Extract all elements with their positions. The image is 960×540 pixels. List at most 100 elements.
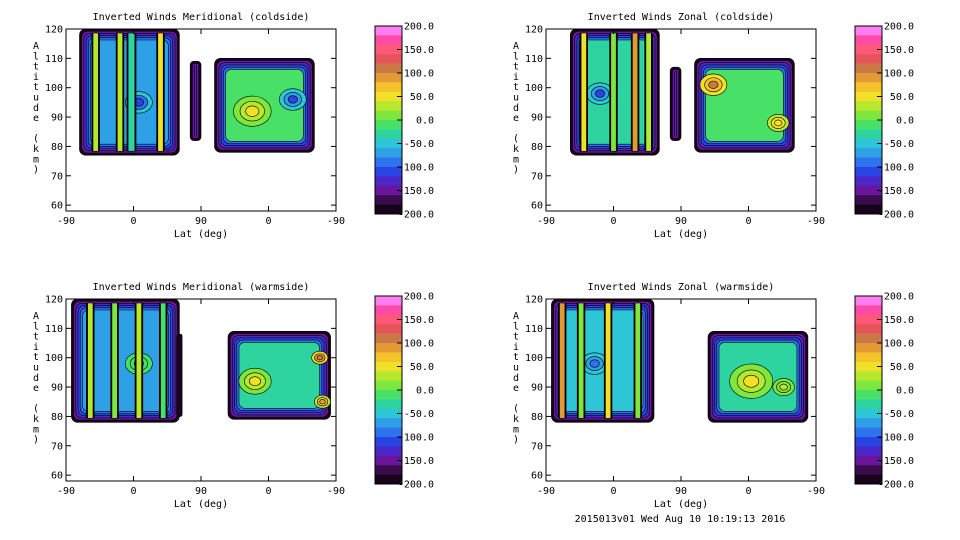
colorbar-segment — [375, 44, 402, 55]
contour-blob-2-level-3 — [249, 376, 261, 387]
colorbar-segment — [375, 120, 402, 130]
colorbar-segment — [855, 120, 882, 130]
chart-panel-3: Inverted Winds Meridional (warmside) 60 70… — [33, 282, 434, 510]
y-tick-label: 80 — [51, 142, 63, 153]
chart-title: Inverted Winds Meridional (warmside) — [93, 282, 310, 293]
colorbar-segment — [855, 138, 882, 149]
y-tick-label: 120 — [525, 295, 543, 306]
colorbar-tick-label: -150.0 — [878, 456, 914, 467]
x-tick-label: -90 — [57, 486, 75, 497]
colorbar-segment — [855, 427, 882, 438]
contour-region-2-band-3 — [194, 65, 197, 137]
colorbar-segment — [855, 408, 882, 419]
colorbar-segment — [855, 82, 882, 93]
colorbar-segment — [855, 446, 882, 457]
y-tick-label: 100 — [45, 353, 63, 364]
colorbar-segment — [855, 314, 882, 325]
colorbar-tick-label: 100.0 — [884, 339, 914, 350]
contour-stripe-1 — [559, 302, 566, 419]
colorbar-tick-label: -150.0 — [398, 186, 434, 197]
colorbar-segment — [855, 91, 882, 102]
x-axis-label: Lat (deg) — [654, 229, 708, 240]
y-tick-label: 90 — [51, 383, 63, 394]
contour-region-2-band-2 — [178, 336, 181, 415]
plot-area — [71, 299, 331, 423]
colorbar-segment — [375, 380, 402, 391]
y-tick-label: 80 — [531, 142, 543, 153]
x-tick-label: 0 — [610, 216, 616, 227]
colorbar-tick-label: 0.0 — [896, 116, 914, 127]
colorbar-segment — [855, 305, 882, 316]
colorbar-segment — [375, 54, 402, 65]
colorbar-segment — [855, 185, 882, 196]
colorbar-segment — [375, 343, 402, 353]
y-tick-label: 80 — [51, 412, 63, 423]
contour-stripe-3 — [135, 302, 142, 419]
colorbar-segment — [855, 129, 882, 140]
colorbar-tick-label: 150.0 — [404, 45, 434, 56]
contour-blob-3-level-3 — [774, 119, 783, 127]
colorbar-segment — [375, 446, 402, 457]
y-tick-label: 70 — [51, 171, 63, 182]
colorbar-segment — [855, 35, 882, 46]
contour-stripe-1 — [92, 32, 99, 152]
colorbar-segment — [375, 408, 402, 419]
footer-timestamp: 2015013v01 Wed Aug 10 10:19:13 2016 — [574, 514, 786, 525]
colorbar-segment — [375, 26, 402, 36]
colorbar-segment — [375, 129, 402, 140]
colorbar-segment — [375, 63, 402, 74]
colorbar-tick-label: -50.0 — [404, 139, 434, 150]
x-tick-label: 0 — [265, 216, 271, 227]
contour-stripe-3 — [127, 32, 136, 152]
contour-stripe-2 — [610, 32, 617, 152]
colorbar-segment — [375, 101, 402, 112]
contour-blob-3-level-3 — [779, 383, 788, 391]
colorbar-segment — [855, 371, 882, 382]
colorbar-tick-label: -50.0 — [884, 409, 914, 420]
contour-stripe-3 — [605, 302, 612, 419]
x-tick-label: 0 — [265, 486, 271, 497]
contour-stripe-4 — [157, 32, 164, 152]
colorbar-segment — [375, 176, 402, 187]
colorbar-segment — [375, 296, 402, 306]
colorbar-tick-label: 50.0 — [410, 362, 434, 373]
colorbar-segment — [375, 427, 402, 438]
colorbar-tick-label: 200.0 — [404, 22, 434, 33]
y-tick-label: 110 — [45, 54, 63, 65]
contour-blob-1-level-3 — [589, 359, 600, 368]
contour-stripe-2 — [578, 302, 585, 419]
contour-stripe-3 — [632, 32, 639, 152]
colorbar-segment — [855, 195, 882, 206]
colorbar-segment — [855, 390, 882, 400]
colorbar-segment — [855, 54, 882, 65]
colorbar-segment — [375, 324, 402, 335]
colorbar: 200.0 150.0 100.0 50.0 0.0 -50.0 -100.0 -150.0 -… — [374, 22, 434, 221]
y-tick-label: 60 — [531, 471, 543, 482]
x-tick-label: 90 — [195, 486, 207, 497]
contour-stripe-1 — [87, 302, 94, 419]
y-tick-label: 80 — [531, 412, 543, 423]
colorbar-segment — [375, 399, 402, 410]
colorbar-segment — [855, 63, 882, 74]
contour-stripe-4 — [634, 302, 641, 419]
colorbar-segment — [855, 380, 882, 391]
y-tick-label: 90 — [51, 113, 63, 124]
colorbar: 200.0 150.0 100.0 50.0 0.0 -50.0 -100.0 -150.0 -… — [854, 22, 914, 221]
colorbar: 200.0 150.0 100.0 50.0 0.0 -50.0 -100.0 -150.0 -… — [374, 292, 434, 491]
y-tick-label: 90 — [531, 113, 543, 124]
x-tick-label: 0 — [745, 216, 751, 227]
colorbar-segment — [855, 465, 882, 476]
colorbar-segment — [375, 465, 402, 476]
contour-blob-2-level-3 — [708, 80, 719, 89]
colorbar-segment — [855, 148, 882, 159]
x-tick-label: 90 — [195, 216, 207, 227]
colorbar-segment — [855, 361, 882, 372]
y-tick-label: 120 — [525, 25, 543, 36]
contour-blob-3-level-3 — [287, 95, 298, 104]
x-tick-label: -90 — [537, 486, 555, 497]
contour-stripe-2 — [111, 302, 118, 419]
colorbar-segment — [375, 390, 402, 400]
